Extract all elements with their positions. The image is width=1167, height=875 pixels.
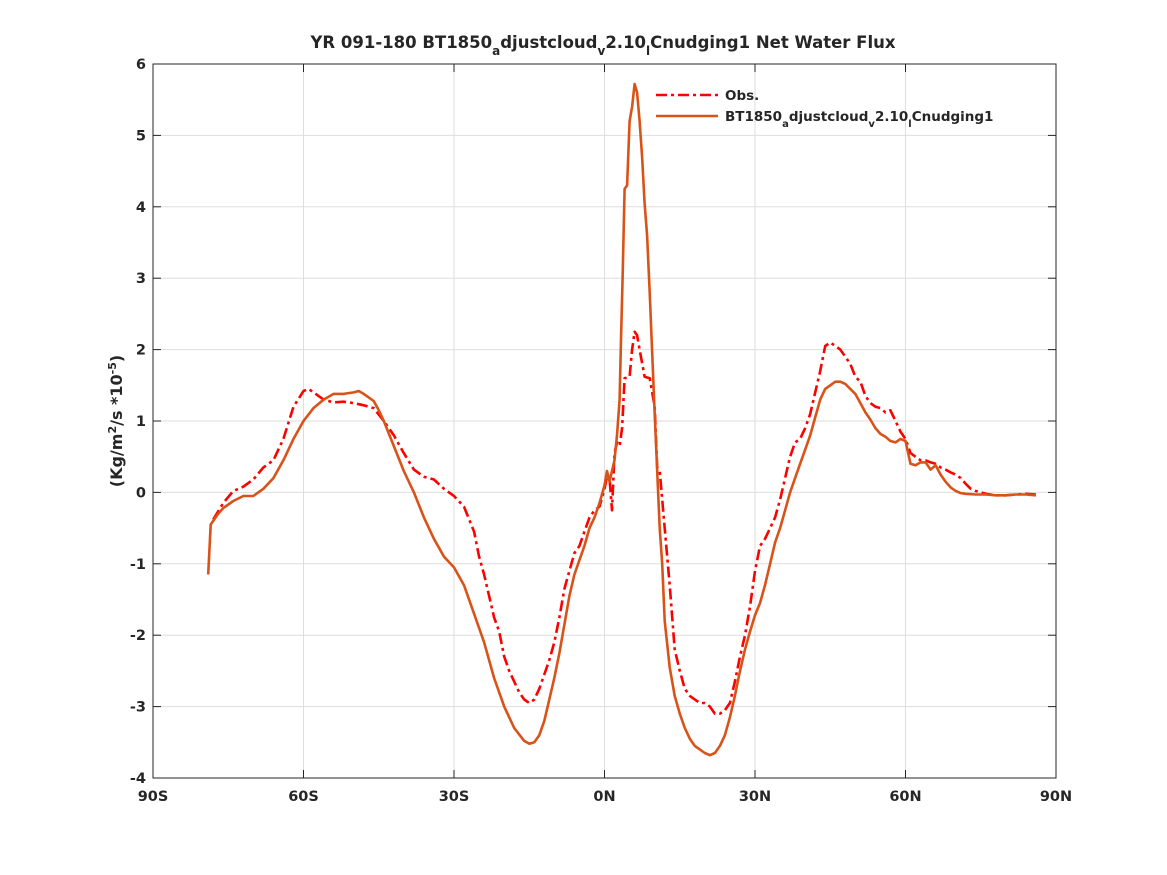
y-tick-label-1: -3	[130, 700, 146, 716]
axis-ticks: 90S 60S 30S 0N 30N 60N 90N -4 -3 -2 -1 0 1 2 3 4 5 6	[130, 57, 1072, 805]
x-tick-label-0: 90S	[138, 789, 169, 805]
grid-lines	[152, 63, 1057, 779]
y-tick-label-2: -2	[130, 628, 146, 644]
y-tick-label-3: -1	[130, 557, 146, 573]
x-tick-label-2: 30S	[439, 789, 470, 805]
y-tick-label-4: 0	[136, 485, 146, 501]
x-tick-label-3: 0N	[593, 789, 615, 805]
x-tick-label-4: 30N	[739, 789, 771, 805]
y-tick-label-10: 6	[136, 57, 146, 73]
chart-title: YR 091-180 BT1850adjustcloudv2.10lCnudgi…	[309, 33, 895, 58]
series-line-0	[212, 330, 1036, 715]
series-lines	[206, 82, 1037, 757]
plot-frame	[152, 63, 1057, 779]
series-line-1	[206, 82, 1037, 757]
x-tick-label-1: 60S	[288, 789, 319, 805]
y-tick-label-6: 2	[136, 343, 146, 359]
legend: Obs. BT1850adjustcloudv2.10lCnudging1	[656, 88, 993, 130]
y-tick-label-0: -4	[130, 771, 146, 787]
y-tick-label-8: 4	[136, 200, 146, 216]
y-tick-label-7: 3	[136, 271, 146, 287]
legend-label-1: BT1850adjustcloudv2.10lCnudging1	[725, 109, 993, 130]
x-tick-label-5: 60N	[889, 789, 921, 805]
x-tick-label-6: 90N	[1040, 789, 1072, 805]
legend-label-0: Obs.	[725, 88, 759, 104]
y-axis-label: (Kg/m2/s *10-5)	[106, 355, 127, 487]
y-tick-label-5: 1	[136, 414, 146, 430]
y-tick-label-9: 5	[136, 128, 146, 144]
